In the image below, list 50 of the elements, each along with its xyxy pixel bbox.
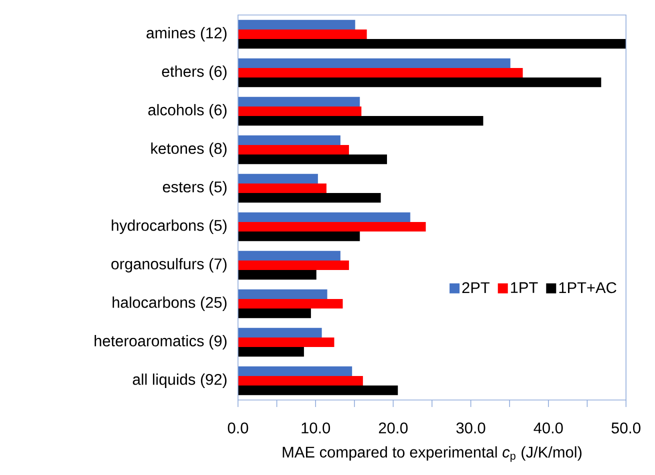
bar [238,298,343,309]
bar [238,58,510,68]
x-tick-label: 0.0 [228,422,248,434]
y-tick-label: organosulfurs (7) [111,258,226,272]
bar [238,183,326,194]
bar [238,376,363,386]
bar [238,337,334,348]
bar [238,144,349,155]
bar [238,78,602,88]
bar [238,39,626,49]
bar [238,232,360,242]
y-tick-label: alcohols (6) [148,104,226,118]
y-tick-label: ketones (8) [151,142,227,157]
legend-label: 1PT+AC [559,282,616,294]
bar [238,260,349,270]
y-tick-label: amines (12) [146,27,226,42]
bar [238,222,426,232]
bar [238,106,362,116]
legend-label: 2PT [462,282,490,293]
bar [238,270,316,280]
legend-label: 1PT [511,282,538,293]
x-tick-label: 10.0 [302,422,330,434]
bar [238,29,367,40]
bar [238,386,398,396]
bar [238,308,311,318]
bar [238,68,523,78]
bar [238,116,484,126]
y-tick-label: hydrocarbons (5) [112,220,226,234]
bar [238,135,340,145]
bar [238,328,322,338]
bar [238,347,304,357]
x-tick-label: 30.0 [456,422,486,434]
bar [238,193,381,203]
bar [238,20,356,30]
x-axis-title: MAE compared to experimental c$_{p}$ (J/K/mol) [282,446,582,462]
x-tick-label: 40.0 [534,422,563,434]
bar [238,366,352,376]
bar [238,289,328,299]
y-tick-label: halocarbons (25) [112,296,226,311]
y-tick-label: esters (5) [162,181,227,196]
y-tick-label: ethers (6) [162,66,227,80]
y-tick-label: heteroaromatics (9) [94,335,226,350]
x-tick-label: 50.0 [612,422,640,434]
bar [238,96,360,106]
bar [238,154,387,164]
bar [238,174,318,184]
bar [238,250,340,260]
bar [238,212,410,222]
y-tick-label: all liquids (92) [132,374,226,388]
x-tick-label: 20.0 [378,422,408,434]
